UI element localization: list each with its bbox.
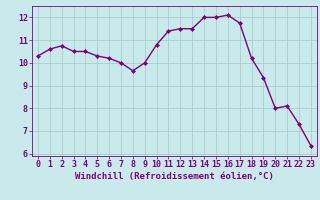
X-axis label: Windchill (Refroidissement éolien,°C): Windchill (Refroidissement éolien,°C) — [75, 172, 274, 181]
